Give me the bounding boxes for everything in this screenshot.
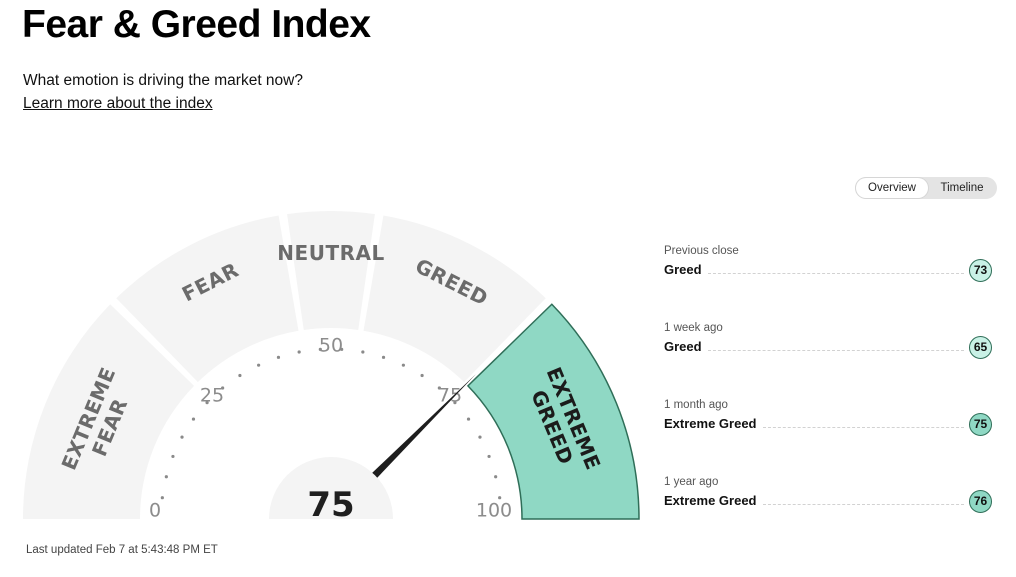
scale-dot [466, 417, 471, 421]
zone-greed [363, 215, 546, 383]
history-item: 1 month ago Extreme Greed 75 [664, 399, 994, 445]
scale-dot [238, 373, 242, 378]
scale-dot [297, 350, 301, 354]
learn-more-link[interactable]: Learn more about the index [23, 95, 213, 112]
scale-dot [381, 355, 386, 359]
scale-dot [221, 386, 225, 390]
history-caption: 1 week ago [664, 322, 723, 334]
scale-dot [191, 417, 196, 421]
history-value-badge: 75 [969, 413, 992, 436]
scale-dot [437, 386, 441, 390]
scale-label: 25 [200, 385, 224, 407]
scale-dot [340, 347, 344, 351]
scale-dot [420, 373, 424, 378]
zone-label-neutral: NEUTRAL [277, 241, 384, 265]
scale-dot [478, 435, 482, 439]
zone-extreme-fear [23, 304, 195, 519]
scale-label: 0 [149, 500, 161, 522]
view-toggle: Overview Timeline [855, 177, 997, 199]
history-caption: 1 year ago [664, 476, 719, 488]
scale-dot [401, 363, 405, 367]
zone-neutral [287, 210, 375, 330]
zone-fear [116, 215, 299, 383]
history-caption: Previous close [664, 245, 739, 257]
history-rating: Extreme Greed [664, 493, 757, 508]
history-value-badge: 76 [969, 490, 992, 513]
scale-dot [276, 355, 281, 359]
history-rating: Extreme Greed [664, 416, 757, 431]
fear-greed-gauge: EXTREMEFEARFEARNEUTRALGREEDEXTREMEGREED … [23, 210, 640, 525]
history-divider [763, 504, 964, 505]
history-value-badge: 65 [969, 336, 992, 359]
scale-dot [453, 401, 457, 405]
history-caption: 1 month ago [664, 399, 728, 411]
gauge-hub [269, 457, 393, 519]
scale-dot [361, 350, 365, 354]
history-divider [708, 350, 964, 351]
history-value-badge: 73 [969, 259, 992, 282]
scale-dot [180, 435, 184, 439]
scale-dot [318, 347, 322, 351]
scale-label: 50 [319, 335, 343, 357]
scale-dot [164, 475, 168, 479]
history-rating: Greed [664, 262, 702, 277]
history-item: Previous close Greed 73 [664, 245, 994, 291]
gauge-needle [353, 374, 476, 497]
history-item: 1 week ago Greed 65 [664, 322, 994, 368]
scale-dot [171, 454, 175, 459]
history-rating: Greed [664, 339, 702, 354]
zone-extreme-greed [466, 303, 640, 520]
history-divider [708, 273, 964, 274]
scale-dot [494, 475, 498, 479]
page-title: Fear & Greed Index [22, 3, 371, 46]
gauge-value: 75 [307, 485, 354, 525]
scale-dot [257, 363, 261, 367]
last-updated: Last updated Feb 7 at 5:43:48 PM ET [26, 544, 218, 556]
page-subtitle: What emotion is driving the market now? [23, 72, 303, 89]
scale-dot [498, 496, 502, 500]
timeline-tab[interactable]: Timeline [940, 182, 984, 194]
scale-dot [487, 454, 491, 459]
overview-tab[interactable]: Overview [856, 178, 928, 198]
scale-dot [160, 496, 164, 500]
history-divider [763, 427, 964, 428]
history-item: 1 year ago Extreme Greed 76 [664, 476, 994, 522]
scale-label: 100 [476, 500, 512, 522]
scale-label: 75 [438, 385, 462, 407]
scale-dot [205, 401, 209, 405]
